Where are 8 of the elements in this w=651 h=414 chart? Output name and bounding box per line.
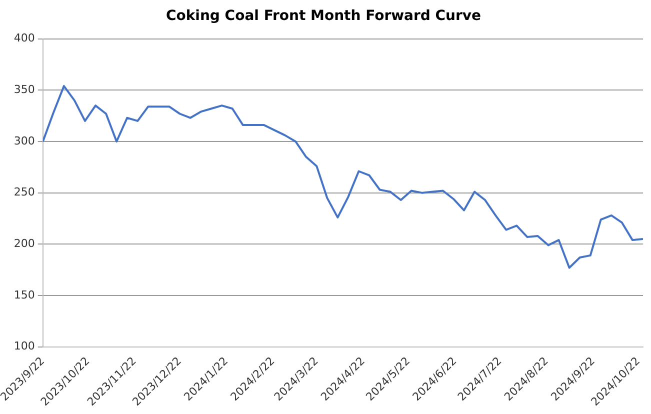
y-tick-label: 350 [14, 83, 35, 96]
y-tick-label: 300 [14, 134, 35, 148]
y-tick-label: 100 [14, 340, 35, 353]
y-tick-label: 400 [14, 32, 35, 45]
y-tick-label: 250 [14, 186, 35, 199]
chart-title: Coking Coal Front Month Forward Curve [166, 8, 482, 24]
y-tick-label: 150 [14, 288, 35, 302]
y-tick-label: 200 [14, 237, 35, 250]
